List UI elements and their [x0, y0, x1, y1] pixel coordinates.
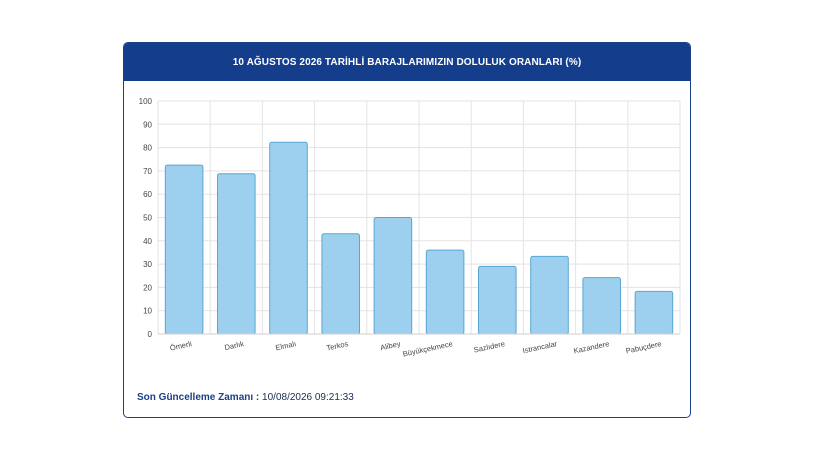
bar	[634, 290, 674, 335]
y-tick-label: 60	[143, 190, 152, 199]
x-tick-label: Elmalı	[275, 339, 297, 352]
card-title: 10 AĞUSTOS 2026 TARİHLİ BARAJLARIMIZIN D…	[124, 43, 690, 81]
bar	[530, 255, 569, 335]
bar	[425, 249, 465, 335]
x-tick-label: Sazlıdere	[473, 339, 506, 354]
x-tick-label: Ömerli	[169, 339, 193, 352]
y-tick-label: 40	[143, 237, 152, 246]
y-tick-label: 20	[143, 283, 152, 292]
bar	[164, 164, 204, 335]
y-tick-label: 100	[139, 97, 153, 106]
bar	[478, 265, 517, 335]
x-tick-label: Darlık	[224, 339, 245, 352]
y-tick-label: 10	[143, 307, 152, 316]
y-tick-label: 90	[143, 120, 152, 129]
y-tick-label: 70	[143, 167, 152, 176]
x-tick-label: Pabuçdere	[625, 339, 662, 355]
bar	[582, 277, 621, 335]
x-tick-label: Istrancalar	[522, 339, 559, 355]
last-update-label: Son Güncelleme Zamanı :	[137, 392, 260, 403]
last-update: Son Güncelleme Zamanı : 10/08/2026 09:21…	[137, 392, 354, 403]
bar	[321, 233, 360, 335]
bar-chart: 0 10 20 30 40 50 60 70 80 90 100 Ömerli Darlık Elmalı…	[139, 97, 681, 359]
x-tick-label: Terkos	[326, 339, 350, 352]
y-tick-label: 0	[148, 330, 153, 339]
last-update-value: 10/08/2026 09:21:33	[262, 392, 354, 403]
bar	[373, 217, 413, 335]
bar	[269, 141, 308, 335]
y-tick-label: 50	[143, 214, 152, 223]
chart-area: 0 10 20 30 40 50 60 70 80 90 100 Ömerli Darlık Elmalı…	[124, 81, 690, 381]
x-tick-label: Büyükçekmece	[402, 339, 454, 358]
x-tick-label: Kazandere	[573, 339, 610, 355]
reservoir-card: 10 AĞUSTOS 2026 TARİHLİ BARAJLARIMIZIN D…	[123, 42, 691, 418]
y-tick-label: 80	[143, 144, 152, 153]
x-tick-label: Alibey	[379, 339, 401, 352]
bar	[217, 173, 256, 335]
y-tick-label: 30	[143, 260, 152, 269]
